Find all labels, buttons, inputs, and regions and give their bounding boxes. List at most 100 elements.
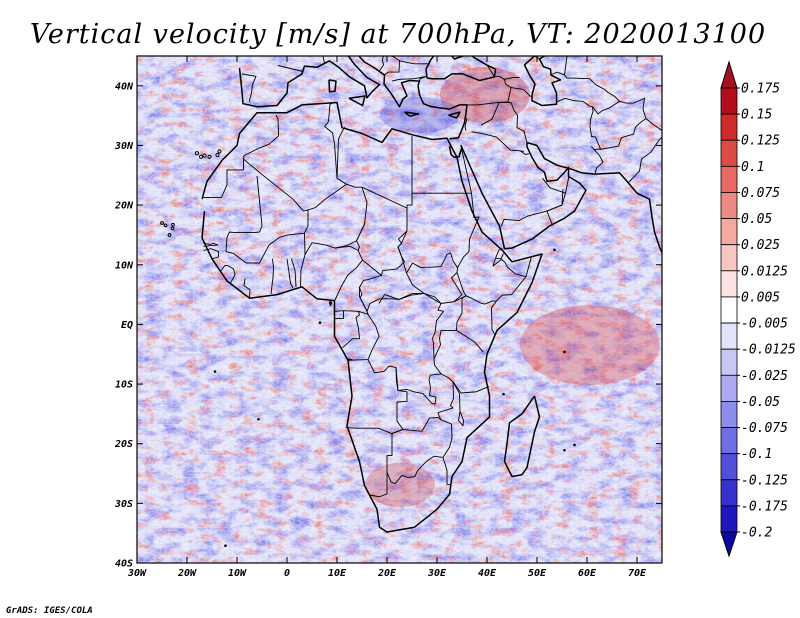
island-marker xyxy=(318,321,322,324)
colorbar-label: -0.075 xyxy=(741,421,788,436)
colorbar-swatch xyxy=(720,348,738,376)
border-line xyxy=(440,373,454,383)
island-marker xyxy=(194,151,200,156)
colorbar-swatch xyxy=(720,453,738,481)
lat-tick-label: 40S xyxy=(115,559,133,570)
lon-tick-label: 30E xyxy=(427,568,447,579)
colorbar-label: 0.05 xyxy=(741,212,772,227)
border-line xyxy=(496,256,532,302)
border-line xyxy=(452,381,490,394)
border-line xyxy=(362,230,408,276)
island-marker xyxy=(215,152,220,158)
island-marker xyxy=(563,350,566,354)
island-marker xyxy=(207,154,212,159)
lon-tick-label: 30W xyxy=(127,568,147,579)
island-marker xyxy=(217,149,222,154)
colorbar-label: 0.15 xyxy=(741,108,772,123)
lat-tick-label: 10S xyxy=(115,380,133,391)
lat-tick-label: 20N xyxy=(114,201,134,212)
border-line xyxy=(510,102,528,143)
chart-title: Vertical velocity [m/s] at 700hPa, VT: 2… xyxy=(30,19,766,50)
border-line xyxy=(334,224,365,249)
colorbar-swatch xyxy=(720,139,738,167)
border-line xyxy=(203,242,219,247)
border-line xyxy=(627,136,662,184)
colorbar-label: -0.2 xyxy=(741,526,772,541)
border-line xyxy=(203,248,219,260)
coastline-black-sea xyxy=(425,56,497,82)
border-line xyxy=(369,472,388,498)
colorbar-label: -0.125 xyxy=(741,473,788,488)
border-line xyxy=(243,114,279,160)
coastline-africa xyxy=(201,101,543,533)
border-line xyxy=(329,101,335,105)
border-line xyxy=(442,457,452,486)
mediterranean-descent-patch xyxy=(380,97,460,133)
island-crete xyxy=(404,111,420,117)
colorbar-label: -0.05 xyxy=(741,395,780,410)
island-sardinia xyxy=(328,79,337,93)
island-cyprus xyxy=(448,111,461,119)
coastlines xyxy=(160,56,662,548)
colorbar-swatch xyxy=(720,218,738,246)
border-line xyxy=(433,329,484,360)
border-line xyxy=(277,65,304,72)
colorbar-label: -0.1 xyxy=(741,447,772,462)
lon-tick-label: 60E xyxy=(578,568,597,579)
border-line xyxy=(384,56,400,76)
border-line xyxy=(225,158,309,264)
border-line xyxy=(291,258,297,287)
border-line xyxy=(316,56,325,68)
colorbar-swatch xyxy=(720,270,738,298)
border-line xyxy=(347,358,353,362)
lon-tick-label: 50E xyxy=(528,568,547,579)
lon-tick-label: 10W xyxy=(228,568,247,579)
colorbar-label: -0.005 xyxy=(741,317,788,332)
island-marker xyxy=(163,223,168,228)
colorbar-label: -0.0125 xyxy=(741,343,796,358)
colorbar-swatch xyxy=(720,244,738,272)
axis-ticks xyxy=(136,56,662,564)
border-line xyxy=(492,258,527,278)
border-line xyxy=(336,126,413,209)
island-marker xyxy=(213,370,217,373)
island-sicily xyxy=(348,95,366,107)
credit-label: GrADS: IGES/COLA xyxy=(6,606,93,616)
border-line xyxy=(286,258,294,289)
border-line xyxy=(399,60,430,65)
island-marker xyxy=(198,154,204,159)
border-line xyxy=(464,117,468,131)
longitude-axis-labels: 30W 20W 10W 0 10E 20E 30E 40E 50E 60E 70E xyxy=(127,568,647,579)
border-line xyxy=(551,71,620,102)
map-panel: 30W 20W 10W 0 10E 20E 30E 40E 50E 60E 70E 40N 30N 20… xyxy=(114,55,663,579)
border-line xyxy=(335,310,344,319)
border-line xyxy=(304,242,359,255)
lat-tick-label: 40N xyxy=(115,81,134,92)
border-line xyxy=(220,264,236,285)
colorbar-swatch xyxy=(720,165,738,193)
border-line xyxy=(386,417,453,485)
border-line xyxy=(457,193,480,268)
lat-tick-label: 30S xyxy=(114,499,133,510)
border-line xyxy=(510,87,532,98)
colorbar-swatch xyxy=(720,192,738,219)
border-line xyxy=(542,175,570,194)
border-line xyxy=(592,97,647,151)
coastline-turkey-levant xyxy=(417,85,468,140)
border-line xyxy=(391,75,428,82)
border-line xyxy=(453,272,467,303)
colorbar-label: 0.175 xyxy=(741,82,780,97)
island-marker xyxy=(202,153,207,158)
border-line xyxy=(564,56,568,76)
colorbar-label: 0.1 xyxy=(741,160,764,175)
colorbar-swatch xyxy=(720,374,738,402)
border-line xyxy=(546,193,566,226)
coastline-gulf-of-suez xyxy=(448,145,463,159)
lon-tick-label: 70E xyxy=(628,568,647,579)
border-line xyxy=(334,287,369,315)
island-bioko xyxy=(328,300,333,307)
colorbar-label: 0.075 xyxy=(741,186,780,201)
island-marker xyxy=(160,221,164,225)
border-line xyxy=(504,77,520,80)
colorbar-swatch xyxy=(720,322,738,350)
